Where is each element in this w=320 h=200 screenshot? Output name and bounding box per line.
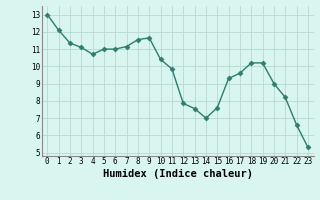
X-axis label: Humidex (Indice chaleur): Humidex (Indice chaleur) xyxy=(103,169,252,179)
